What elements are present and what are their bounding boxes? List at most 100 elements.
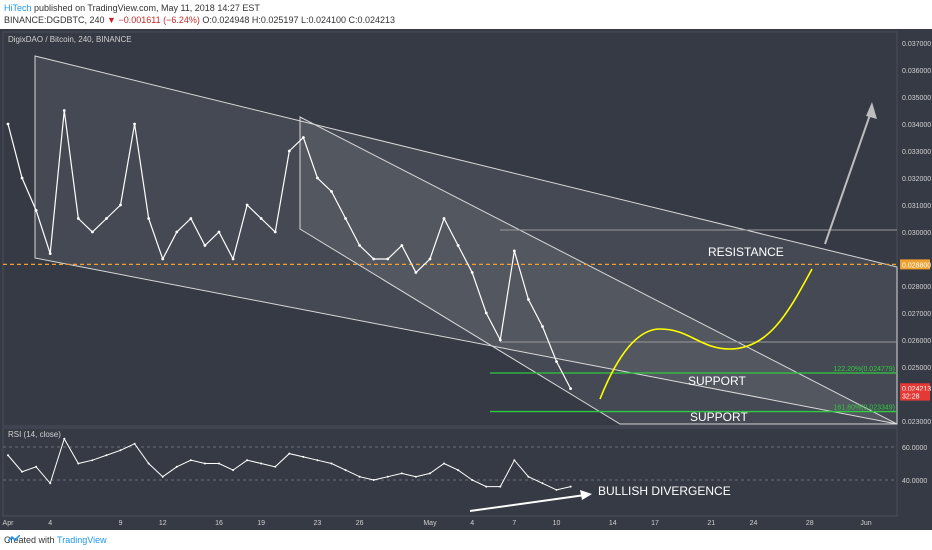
target-arrow-line bbox=[824, 108, 873, 245]
price-point-31 bbox=[428, 257, 432, 261]
rsi-point-24 bbox=[330, 462, 333, 465]
rsi-point-1 bbox=[7, 454, 9, 457]
x-tick-label-13: 14 bbox=[609, 520, 617, 527]
x-tick-label-2: 4 bbox=[48, 520, 52, 527]
published-info: published on TradingView.com, May 11, 20… bbox=[34, 3, 260, 13]
rsi-point-27 bbox=[372, 479, 375, 481]
rsi-point-39 bbox=[541, 482, 544, 485]
rsi-point-15 bbox=[203, 462, 206, 465]
rsi-point-37 bbox=[513, 459, 516, 462]
rsi-point-8 bbox=[105, 454, 108, 457]
x-tick-label-16: 24 bbox=[750, 520, 758, 527]
price-tick-label-11: 0.026000 bbox=[902, 338, 931, 345]
rsi-point-17 bbox=[232, 469, 235, 472]
rsi-point-40 bbox=[555, 488, 558, 491]
chart-svg[interactable]: RESISTANCE SUPPORT SUPPORT 122.20%(0.024779… bbox=[0, 29, 932, 530]
price-point-22 bbox=[301, 136, 305, 139]
divergence-label: BULLISH DIVERGENCE bbox=[598, 484, 731, 498]
price-point-14 bbox=[189, 217, 193, 220]
rsi-point-30 bbox=[414, 475, 417, 478]
rsi-point-32 bbox=[443, 462, 446, 465]
price-tick-label-12: 0.025000 bbox=[902, 365, 931, 372]
rsi-point-23 bbox=[316, 459, 319, 462]
x-tick-label-8: 26 bbox=[356, 520, 364, 527]
price-point-9 bbox=[119, 203, 122, 207]
x-tick-label-3: 9 bbox=[119, 520, 123, 527]
rsi-point-29 bbox=[400, 472, 403, 475]
header-bar: HiTech published on TradingView.com, May… bbox=[0, 0, 932, 28]
rsi-series-line bbox=[7, 437, 571, 491]
rsi-point-20 bbox=[274, 465, 277, 468]
publish-line: HiTech published on TradingView.com, May… bbox=[4, 3, 260, 13]
x-tick-label-15: 21 bbox=[707, 520, 715, 527]
rsi-point-36 bbox=[499, 485, 502, 488]
divergence-arrow-head bbox=[580, 490, 592, 500]
rsi-point-19 bbox=[260, 462, 263, 465]
created-label: Created with bbox=[4, 535, 55, 545]
x-tick-label-6: 19 bbox=[257, 520, 265, 527]
price-point-6 bbox=[76, 217, 80, 220]
rsi-point-9 bbox=[119, 449, 122, 452]
rsi-point-10 bbox=[133, 442, 136, 445]
price-point-8 bbox=[105, 217, 108, 220]
rsi-tick-label-2: 40.0000 bbox=[902, 478, 927, 485]
rsi-point-31 bbox=[428, 472, 431, 475]
rsi-point-5 bbox=[63, 437, 66, 440]
price-point-16 bbox=[217, 230, 221, 234]
price-point-20 bbox=[273, 230, 277, 234]
rsi-point-21 bbox=[288, 452, 291, 455]
x-tick-label-18: Jun bbox=[860, 520, 871, 527]
price-point-29 bbox=[400, 244, 404, 247]
price-point-18 bbox=[245, 203, 249, 207]
rsi-point-34 bbox=[471, 479, 474, 481]
target-arrow-head bbox=[866, 102, 877, 119]
price-point-39 bbox=[541, 325, 544, 328]
rsi-point-41 bbox=[569, 485, 572, 488]
chart-area[interactable]: RESISTANCE SUPPORT SUPPORT 122.20%(0.024779… bbox=[0, 29, 932, 530]
price-tick-label-8: 0.030000 bbox=[902, 230, 931, 237]
rsi-point-6 bbox=[77, 462, 80, 465]
price-tick-label-3: 0.035000 bbox=[902, 95, 931, 102]
x-tick-label-4: 12 bbox=[159, 520, 167, 527]
price-point-10 bbox=[133, 122, 136, 126]
rsi-tick-label-1: 60.0000 bbox=[902, 445, 927, 452]
price-tick-label-2: 0.036000 bbox=[902, 68, 931, 75]
divergence-arrow-line bbox=[469, 494, 586, 512]
price-tick-label-7: 0.031000 bbox=[902, 203, 931, 210]
rsi-point-28 bbox=[386, 475, 389, 478]
rsi-point-33 bbox=[457, 469, 460, 472]
price-point-19 bbox=[259, 217, 263, 220]
price-point-3 bbox=[34, 209, 38, 212]
price-point-32 bbox=[442, 217, 446, 220]
ohlc-values: O:0.024948 H:0.025197 L:0.024100 C:0.024… bbox=[202, 15, 396, 25]
price-point-5 bbox=[62, 109, 66, 112]
price-tick-label-4: 0.034000 bbox=[902, 122, 931, 129]
price-tick-label-1: 0.037000 bbox=[902, 41, 931, 48]
price-marker-label-2: 0.024213 bbox=[902, 386, 931, 393]
rsi-title: RSI (14, close) bbox=[8, 430, 61, 439]
rsi-point-16 bbox=[217, 462, 220, 465]
price-change: ▼ −0.001611 (−6.24%) bbox=[107, 15, 200, 25]
price-point-37 bbox=[512, 249, 516, 253]
x-tick-label-17: 28 bbox=[806, 520, 814, 527]
descending-channel-inner bbox=[299, 116, 898, 425]
rsi-point-35 bbox=[485, 485, 488, 488]
author-name[interactable]: HiTech bbox=[4, 3, 32, 13]
rsi-point-3 bbox=[35, 465, 38, 468]
symbol-label: BINANCE:DGDBTC, 240 bbox=[4, 15, 105, 25]
price-point-15 bbox=[203, 244, 207, 247]
rsi-point-22 bbox=[302, 455, 305, 458]
price-marker-bg-3 bbox=[900, 390, 930, 401]
price-tick-label-13: 0.023000 bbox=[902, 419, 931, 426]
brand-name[interactable]: TradingView bbox=[57, 535, 107, 545]
price-point-27 bbox=[372, 257, 376, 261]
rsi-point-11 bbox=[147, 462, 150, 465]
price-point-21 bbox=[287, 149, 291, 153]
rsi-point-13 bbox=[175, 465, 178, 468]
rsi-pane-frame bbox=[2, 427, 898, 517]
price-point-30 bbox=[414, 271, 418, 274]
price-tick-label-10: 0.027000 bbox=[902, 311, 931, 318]
rsi-point-26 bbox=[358, 475, 361, 478]
price-point-25 bbox=[344, 217, 347, 220]
x-tick-label-10: 4 bbox=[470, 520, 474, 527]
